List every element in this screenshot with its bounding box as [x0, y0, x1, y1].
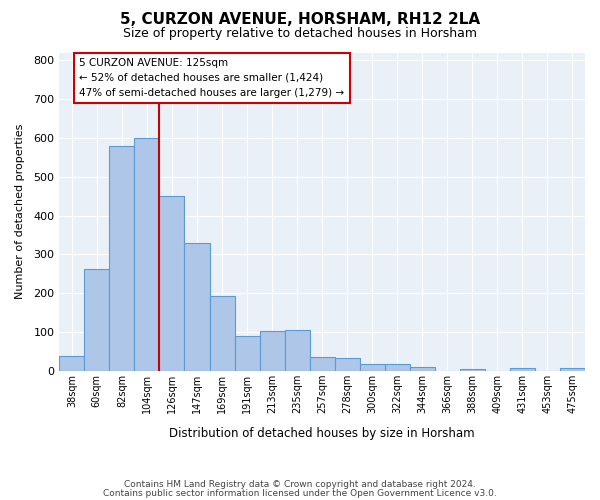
- Bar: [160, 196, 184, 371]
- Bar: [460, 368, 485, 371]
- Bar: [85, 269, 109, 371]
- Bar: [184, 242, 209, 371]
- Bar: [260, 331, 284, 371]
- Bar: [235, 336, 260, 371]
- Bar: [410, 366, 435, 371]
- Text: Contains public sector information licensed under the Open Government Licence v3: Contains public sector information licen…: [103, 489, 497, 498]
- Y-axis label: Number of detached properties: Number of detached properties: [15, 124, 25, 300]
- Text: Contains HM Land Registry data © Crown copyright and database right 2024.: Contains HM Land Registry data © Crown c…: [124, 480, 476, 489]
- Bar: [560, 368, 585, 371]
- Text: Size of property relative to detached houses in Horsham: Size of property relative to detached ho…: [123, 28, 477, 40]
- Bar: [510, 368, 535, 371]
- Bar: [360, 364, 385, 371]
- Text: 5, CURZON AVENUE, HORSHAM, RH12 2LA: 5, CURZON AVENUE, HORSHAM, RH12 2LA: [120, 12, 480, 28]
- Bar: [385, 364, 410, 371]
- Bar: [134, 138, 160, 371]
- Text: 5 CURZON AVENUE: 125sqm
← 52% of detached houses are smaller (1,424)
47% of semi: 5 CURZON AVENUE: 125sqm ← 52% of detache…: [79, 58, 344, 98]
- Bar: [310, 357, 335, 371]
- Bar: [284, 330, 310, 371]
- X-axis label: Distribution of detached houses by size in Horsham: Distribution of detached houses by size …: [169, 427, 475, 440]
- Bar: [109, 146, 134, 371]
- Bar: [335, 358, 360, 371]
- Bar: [59, 356, 85, 371]
- Bar: [209, 296, 235, 371]
